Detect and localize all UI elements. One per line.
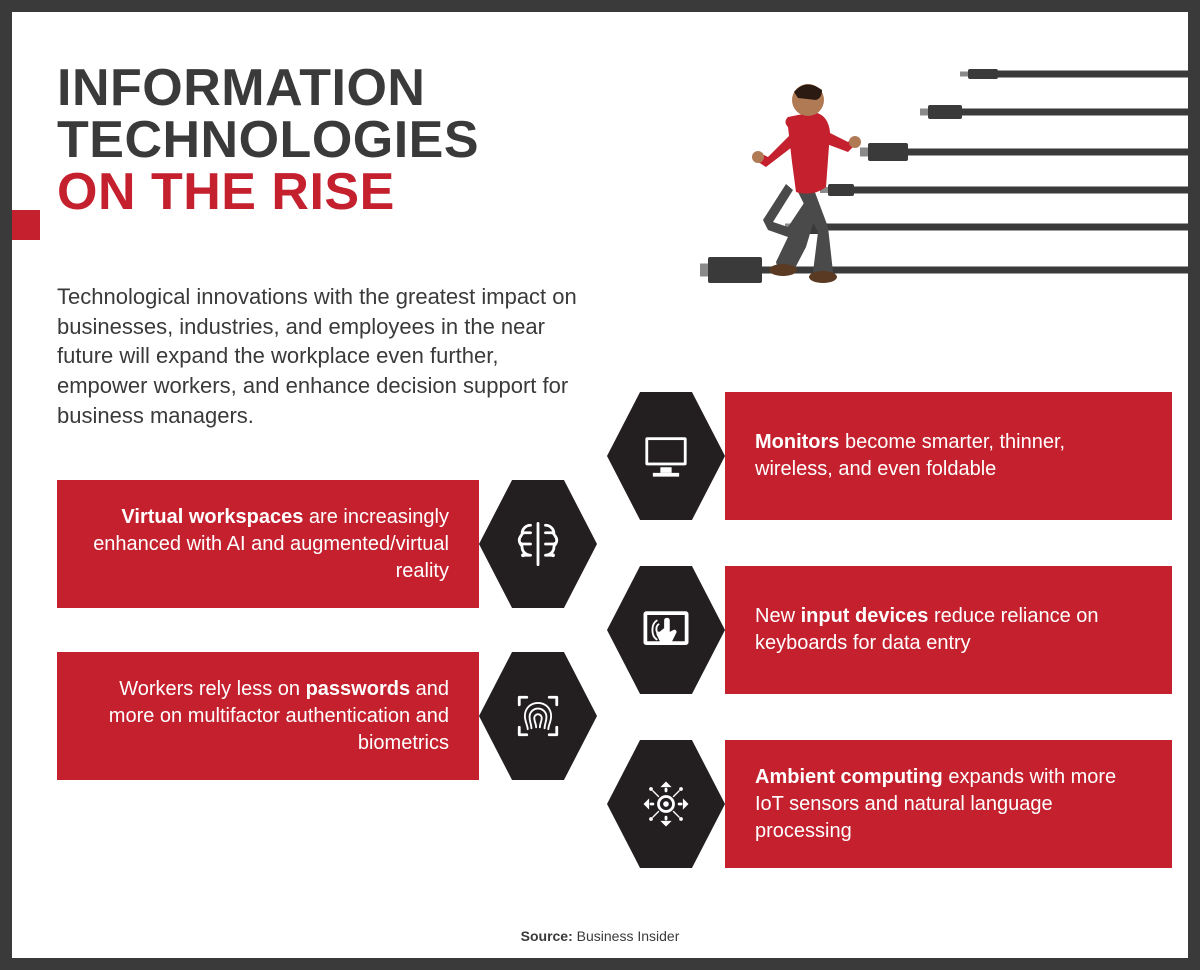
infographic-frame: INFORMATION TECHNOLOGIES ON THE RISE Tec… [12,12,1188,958]
brain-icon [479,480,597,608]
title-line-1: INFORMATION [57,62,479,114]
source-label: Source: [521,928,573,944]
monitor-icon [607,392,725,520]
hex-badge [607,566,725,694]
card-text: Workers rely less on passwords and more … [81,676,449,757]
intro-paragraph: Technological innovations with the great… [57,282,577,430]
source-line: Source: Business Insider [12,928,1188,944]
card-text: New input devices reduce reliance on key… [755,603,1148,657]
card-ambient: Ambient computing expands with more IoT … [607,740,1172,868]
touch-icon [607,566,725,694]
card-text: Monitors become smarter, thinner, wirele… [755,429,1148,483]
card-bar: Virtual workspaces are increasingly enha… [57,480,479,608]
card-virtual-workspaces: Virtual workspaces are increasingly enha… [57,480,597,608]
card-bar: Ambient computing expands with more IoT … [725,740,1172,868]
title-block: INFORMATION TECHNOLOGIES ON THE RISE [57,62,479,218]
hex-badge [607,392,725,520]
card-monitors: Monitors become smarter, thinner, wirele… [607,392,1172,520]
card-input-devices: New input devices reduce reliance on key… [607,566,1172,694]
accent-bar [12,210,40,240]
cables-illustration [638,52,1188,312]
source-value: Business Insider [577,928,680,944]
card-bar: Monitors become smarter, thinner, wirele… [725,392,1172,520]
card-text: Virtual workspaces are increasingly enha… [81,504,449,585]
title-line-2: TECHNOLOGIES [57,114,479,166]
ambient-icon [607,740,725,868]
title-line-3: ON THE RISE [57,166,479,218]
hex-badge [607,740,725,868]
card-bar: New input devices reduce reliance on key… [725,566,1172,694]
card-text: Ambient computing expands with more IoT … [755,764,1148,845]
card-bar: Workers rely less on passwords and more … [57,652,479,780]
card-passwords: Workers rely less on passwords and more … [57,652,597,780]
hex-badge [479,652,597,780]
hex-badge [479,480,597,608]
fingerprint-icon [479,652,597,780]
